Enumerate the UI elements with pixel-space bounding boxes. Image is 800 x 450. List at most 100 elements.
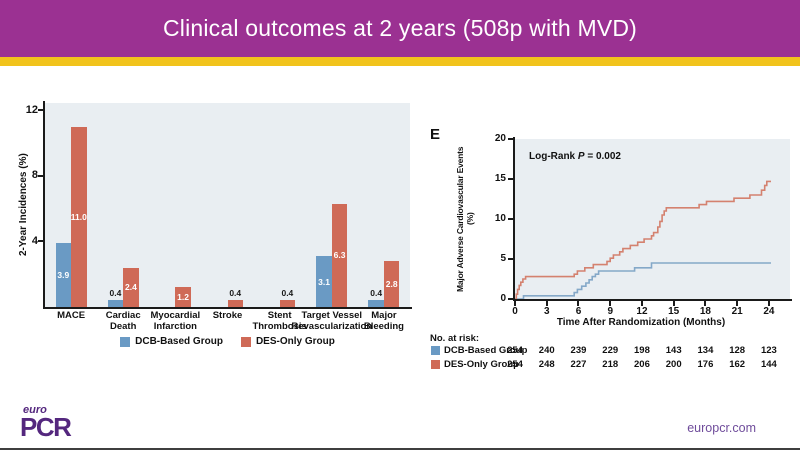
km-x-axis-label: Time After Randomization (Months) (556, 317, 726, 328)
km-x-tick-label: 12 (636, 306, 648, 317)
bar-chart-plot-area: 3.9 11.0 0.4 2.4 1.2 0.4 0.4 3.1 6.3 0.4 2.8 (45, 103, 410, 307)
risk-value: 254 (507, 359, 523, 370)
risk-value: 198 (634, 345, 650, 356)
risk-value: 254 (507, 345, 523, 356)
km-x-axis (513, 299, 792, 301)
risk-swatch-dcb (431, 346, 440, 355)
p-symbol: P (577, 151, 585, 162)
bar-des-4 (279, 300, 296, 307)
slide-title: Clinical outcomes at 2 years (508p with … (162, 15, 638, 41)
risk-value: 143 (665, 345, 682, 356)
website-link[interactable]: europcr.com (687, 421, 756, 435)
km-y-tick-mark (508, 178, 513, 180)
bar-x-axis (43, 307, 412, 309)
bar-value-label: 1.2 (177, 292, 189, 303)
km-x-tick-label: 24 (763, 306, 775, 317)
bar-des-5 (331, 203, 348, 307)
bar-chart-legend: DCB-Based Group DES-Only Group (45, 336, 410, 347)
bar-des-1 (123, 267, 139, 307)
bar-value-label: 3.9 (57, 270, 70, 281)
bar-value-label: 2.8 (385, 279, 398, 290)
bar-value-label: 3.1 (318, 276, 330, 287)
bar-value-label: 11.0 (70, 211, 87, 222)
des-color-swatch (240, 336, 251, 347)
km-y-tick-label: 20 (494, 133, 506, 144)
risk-value: 206 (634, 359, 650, 370)
risk-value: 229 (602, 345, 619, 356)
y-tick-mark (38, 109, 43, 112)
bar-value-label: 0.4 (370, 288, 383, 299)
km-y-tick-mark (508, 298, 513, 300)
bar-value-label: 0.4 (281, 288, 294, 299)
km-x-tick-label: 6 (575, 306, 582, 317)
log-rank-annotation: Log-Rank P = 0.002 (529, 151, 621, 162)
risk-group-name: DES-Only Group (444, 359, 519, 370)
risk-swatch-des (431, 360, 440, 369)
risk-value: 144 (760, 359, 777, 370)
km-y-tick-label: 0 (500, 293, 506, 304)
km-y-tick-mark (508, 138, 513, 140)
risk-value: 128 (729, 345, 746, 356)
bar-dcb-6 (368, 300, 384, 307)
km-x-tick-label: 15 (668, 306, 680, 317)
y-tick-mark (38, 240, 43, 243)
y-tick-label: 12 (25, 103, 38, 116)
bar-category-label: Major Bleeding (363, 310, 404, 332)
y-tick-label: 8 (31, 169, 38, 182)
km-x-tick-label: 0 (512, 306, 518, 317)
km-plot-area: Log-Rank P = 0.002 (515, 139, 790, 299)
bar-value-label: 0.4 (109, 288, 122, 299)
bar-dcb-0 (55, 243, 72, 307)
bar-category-label: Target Vessel Revascularization (291, 310, 373, 332)
legend-label-des: DES-Only Group (255, 336, 335, 347)
accent-stripe (0, 57, 800, 66)
km-curve-des (515, 180, 771, 299)
bar-category-label: Stroke (212, 310, 243, 321)
km-curve-dcb (515, 262, 771, 299)
legend-item-des: DES-Only Group (240, 336, 335, 347)
km-y-tick-mark (508, 218, 513, 220)
km-x-tick-label: 3 (543, 306, 550, 317)
km-x-tick-mark (767, 301, 770, 306)
km-y-tick-mark (508, 258, 513, 260)
risk-value: 134 (697, 345, 714, 356)
km-x-tick-label: 21 (731, 306, 743, 317)
bar-dcb-5 (316, 256, 332, 307)
km-y-axis (513, 137, 515, 301)
bar-category-label: Cardiac Death (105, 310, 141, 332)
km-x-tick-mark (577, 301, 580, 306)
risk-value: 176 (697, 359, 714, 370)
bar-category-label: Stent Thrombosis (252, 310, 307, 332)
risk-value: 162 (729, 359, 746, 370)
km-y-axis-label: Major Adverse Cardiovascular Events (%) (455, 146, 475, 292)
km-curves (515, 180, 771, 299)
panel-letter-label: E (430, 126, 441, 143)
km-x-tick-label: 9 (607, 306, 613, 317)
legend-item-dcb: DCB-Based Group (120, 336, 223, 347)
km-x-tick-mark (736, 301, 739, 306)
y-tick-label: 4 (31, 234, 38, 247)
bar-des-6 (383, 261, 400, 307)
km-x-tick-label: 18 (699, 306, 711, 317)
risk-value: 227 (570, 359, 587, 370)
km-x-tick-mark (545, 301, 548, 306)
risk-value: 240 (538, 345, 555, 356)
km-x-tick-mark (514, 301, 516, 306)
km-y-tick-label: 10 (494, 213, 506, 224)
km-y-tick-label: 5 (500, 253, 506, 264)
bar-category-label: MACE (57, 310, 86, 321)
risk-value: 200 (665, 359, 682, 370)
km-x-tick-mark (672, 301, 675, 306)
bar-category-label: Myocardial Infarction (150, 310, 201, 332)
bar-value-label: 2.4 (125, 282, 137, 293)
y-tick-mark (38, 174, 43, 177)
bar-des-2 (175, 287, 191, 307)
risk-value: 218 (602, 359, 619, 370)
dcb-color-swatch (120, 336, 131, 347)
slide-header: Clinical outcomes at 2 years (508p with … (0, 0, 800, 57)
bar-value-label: 6.3 (333, 250, 346, 261)
risk-group-name: DCB-Based Group (444, 345, 528, 356)
km-x-tick-mark (609, 301, 612, 306)
bar-dcb-1 (107, 300, 124, 307)
